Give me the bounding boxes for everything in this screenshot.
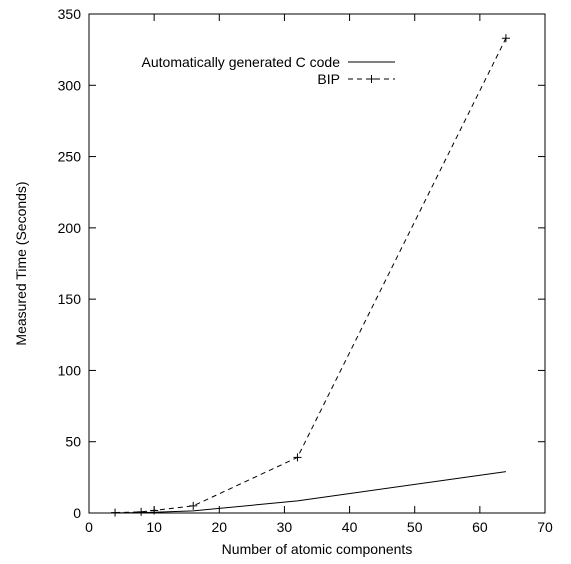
data-point-bip — [137, 507, 146, 516]
y-tick-label: 250 — [58, 149, 82, 165]
legend-marker-bip — [367, 75, 376, 83]
legend-label-c-code: Automatically generated C code — [142, 54, 341, 70]
y-tick-label: 300 — [58, 77, 82, 93]
data-series — [111, 34, 510, 517]
axis-ticks: 0 10 20 30 40 50 60 70 0 50 100 150 200 250 300 350 — [58, 6, 553, 535]
x-tick-label: 50 — [407, 519, 423, 535]
data-point-bip — [111, 508, 120, 517]
x-axis-title: Number of atomic components — [222, 541, 413, 557]
x-tick-label: 0 — [85, 519, 93, 535]
x-tick-label: 60 — [472, 519, 488, 535]
y-tick-label: 100 — [58, 362, 82, 378]
data-point-bip — [501, 34, 510, 43]
y-tick-label: 0 — [73, 505, 81, 521]
y-tick-label: 350 — [58, 6, 82, 22]
x-tick-label: 10 — [146, 519, 162, 535]
series-line-c-code — [115, 471, 506, 514]
y-tick-label: 50 — [65, 434, 81, 450]
data-point-bip — [293, 453, 302, 462]
x-tick-label: 40 — [342, 519, 358, 535]
legend-label-bip: BIP — [317, 71, 340, 87]
data-point-bip — [150, 506, 159, 515]
plot-area — [88, 13, 546, 514]
data-point-bip — [189, 501, 198, 510]
plot-border — [88, 13, 546, 514]
y-tick-label: 150 — [58, 291, 82, 307]
y-tick-label: 200 — [58, 220, 82, 236]
x-tick-label: 30 — [277, 519, 293, 535]
y-axis-title: Measured Time (Seconds) — [13, 181, 29, 345]
x-tick-label: 20 — [211, 519, 227, 535]
series-line-bip — [115, 38, 507, 514]
x-tick-label: 70 — [537, 519, 553, 535]
